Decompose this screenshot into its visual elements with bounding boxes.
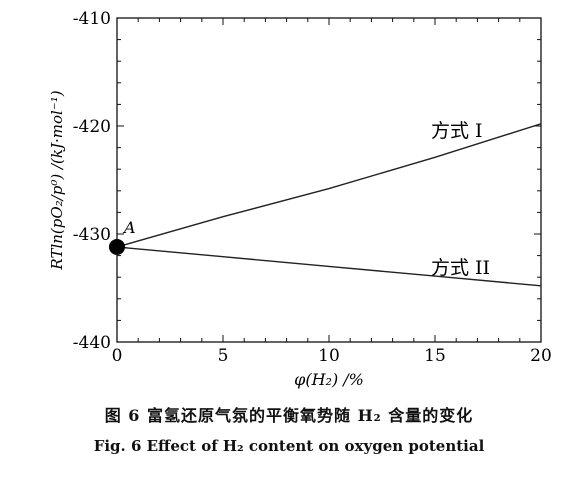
y-tick-label: -420 bbox=[73, 117, 111, 137]
x-tick-label: 10 bbox=[318, 346, 340, 366]
series-label-1: 方式 I bbox=[431, 120, 483, 142]
x-tick-label: 15 bbox=[424, 346, 446, 366]
series-line-2 bbox=[116, 246, 542, 287]
point-label-a: A bbox=[122, 218, 136, 237]
plot-frame bbox=[116, 17, 542, 343]
y-tick-label: -430 bbox=[73, 225, 111, 245]
start-point-marker bbox=[109, 238, 125, 255]
y-axis-title: RTln(pO₂/p⁰) /(kJ·mol⁻¹) bbox=[48, 90, 66, 270]
x-tick-label: 5 bbox=[218, 346, 229, 366]
x-tick-label: 0 bbox=[112, 346, 123, 366]
chart: 0 5 10 15 20 -410 -420 -430 -440 方式 I 方式 II Aφ(H₂)… bbox=[48, 9, 552, 389]
figure-caption-cn: 图 6 富氢还原气氛的平衡氧势随 H₂ 含量的变化 bbox=[104, 406, 474, 425]
x-axis-title: φ(H₂) /% bbox=[294, 370, 364, 389]
series-line-1 bbox=[116, 123, 542, 248]
y-tick-label: -410 bbox=[73, 9, 111, 29]
y-tick-label: -440 bbox=[73, 333, 111, 353]
series-label-2: 方式 II bbox=[431, 257, 490, 279]
figure-caption-en: Fig. 6 Effect of H₂ content on oxygen po… bbox=[93, 437, 485, 455]
x-tick-label: 20 bbox=[530, 346, 552, 366]
